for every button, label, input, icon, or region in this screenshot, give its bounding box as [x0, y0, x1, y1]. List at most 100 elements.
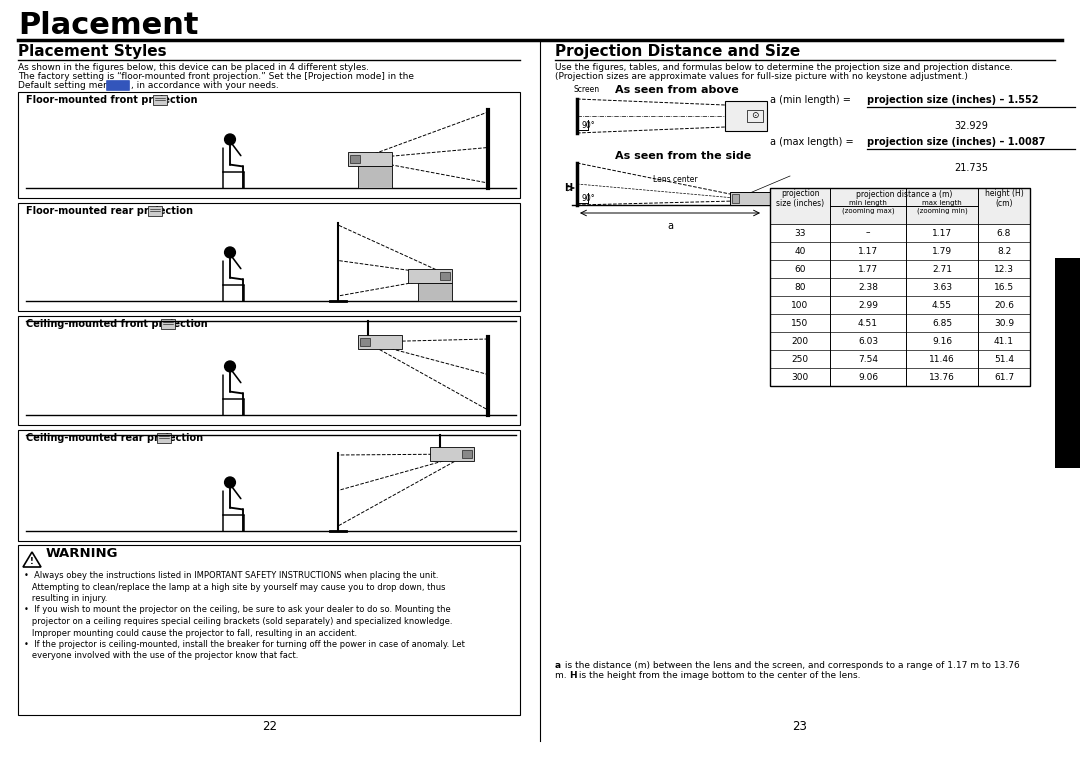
Text: •  Always obey the instructions listed in IMPORTANT SAFETY INSTRUCTIONS when pla: • Always obey the instructions listed in… [24, 571, 438, 580]
Text: 21.735: 21.735 [954, 163, 988, 173]
Text: Floor-mounted rear projection: Floor-mounted rear projection [26, 206, 193, 216]
Text: Default setting menu: Default setting menu [18, 81, 114, 90]
Text: Ceiling-mounted rear projection: Ceiling-mounted rear projection [26, 433, 203, 443]
Text: 1.79: 1.79 [932, 246, 953, 256]
Text: 41.1: 41.1 [994, 336, 1014, 346]
Bar [770, 242, 1030, 260]
Text: a: a [555, 661, 562, 670]
Bar [408, 269, 453, 283]
Text: 20.6: 20.6 [994, 301, 1014, 310]
Circle shape [225, 134, 235, 145]
Bar [770, 224, 1030, 242]
Text: 200: 200 [792, 336, 809, 346]
Text: 300: 300 [792, 372, 809, 382]
Text: 90°: 90° [581, 194, 595, 203]
Text: 3.63: 3.63 [932, 282, 953, 291]
Bar [770, 188, 1030, 386]
Text: projection size (inches) – 1.0087: projection size (inches) – 1.0087 [867, 137, 1045, 147]
Bar [725, 101, 767, 131]
Bar [747, 110, 762, 122]
Bar [770, 350, 1030, 368]
Text: 1.17: 1.17 [932, 228, 953, 237]
Text: H: H [564, 183, 572, 193]
Bar [770, 278, 1030, 296]
Text: 51.4: 51.4 [994, 355, 1014, 363]
Text: Attempting to clean/replace the lamp at a high site by yourself may cause you to: Attempting to clean/replace the lamp at … [24, 582, 446, 591]
Text: The factory setting is “floor-mounted front projection.” Set the [Projection mod: The factory setting is “floor-mounted fr… [18, 72, 414, 81]
Bar [770, 368, 1030, 386]
Text: 9.16: 9.16 [932, 336, 953, 346]
Circle shape [225, 247, 235, 258]
FancyBboxPatch shape [107, 81, 130, 91]
Bar [350, 155, 360, 163]
Text: 30.9: 30.9 [994, 318, 1014, 327]
Text: ⊙: ⊙ [752, 111, 759, 121]
Text: 1.77: 1.77 [858, 265, 878, 273]
Text: 100: 100 [792, 301, 809, 310]
Text: 23: 23 [793, 720, 808, 733]
Bar [18, 316, 519, 425]
Bar [18, 430, 519, 541]
Text: p.44: p.44 [109, 82, 127, 89]
Text: resulting in injury.: resulting in injury. [24, 594, 107, 603]
Text: 4.51: 4.51 [858, 318, 878, 327]
Text: 6.8: 6.8 [997, 228, 1011, 237]
Text: 60: 60 [794, 265, 806, 273]
Bar [730, 192, 770, 205]
Circle shape [225, 361, 235, 372]
Text: is the height from the image bottom to the center of the lens.: is the height from the image bottom to t… [576, 671, 861, 680]
Polygon shape [23, 552, 41, 567]
Text: 16.5: 16.5 [994, 282, 1014, 291]
Bar [148, 206, 162, 216]
Bar [430, 447, 474, 461]
Text: Ceiling-mounted front projection: Ceiling-mounted front projection [26, 319, 207, 329]
Text: max length
(zooming min): max length (zooming min) [917, 200, 968, 214]
Bar [770, 314, 1030, 332]
Bar [357, 166, 392, 188]
Text: is the distance (m) between the lens and the screen, and corresponds to a range : is the distance (m) between the lens and… [562, 661, 1020, 670]
Text: projection size (inches) – 1.552: projection size (inches) – 1.552 [867, 95, 1039, 105]
Bar [440, 272, 450, 280]
Text: 8.2: 8.2 [997, 246, 1011, 256]
Text: 11.46: 11.46 [929, 355, 955, 363]
Bar [360, 338, 370, 346]
Bar [161, 319, 175, 329]
Bar [18, 545, 519, 715]
Text: Preparations: Preparations [1063, 325, 1072, 401]
Bar [418, 283, 453, 301]
Text: As seen from above: As seen from above [615, 85, 739, 95]
Text: WARNING: WARNING [46, 547, 119, 560]
Text: everyone involved with the use of the projector know that fact.: everyone involved with the use of the pr… [24, 652, 298, 661]
Bar [1055, 258, 1080, 468]
Text: Placement: Placement [18, 11, 199, 40]
Text: •  If the projector is ceiling-mounted, install the breaker for turning off the : • If the projector is ceiling-mounted, i… [24, 640, 464, 649]
Text: H: H [569, 671, 577, 680]
Text: 2.71: 2.71 [932, 265, 951, 273]
Text: height (H)
(cm): height (H) (cm) [985, 189, 1024, 208]
Text: 33: 33 [794, 228, 806, 237]
Text: Improper mounting could cause the projector to fall, resulting in an accident.: Improper mounting could cause the projec… [24, 629, 357, 638]
Bar [152, 95, 166, 105]
Bar [357, 335, 402, 349]
Text: projection
size (inches): projection size (inches) [775, 189, 824, 208]
Bar [18, 203, 519, 311]
Bar [770, 188, 1030, 224]
Text: 6.85: 6.85 [932, 318, 953, 327]
Text: (Projection sizes are approximate values for full-size picture with no keystone : (Projection sizes are approximate values… [555, 72, 968, 81]
Text: Lens center: Lens center [653, 175, 698, 184]
Text: 90°: 90° [581, 121, 595, 130]
Text: 61.7: 61.7 [994, 372, 1014, 382]
Text: 250: 250 [792, 355, 809, 363]
Text: •  If you wish to mount the projector on the ceiling, be sure to ask your dealer: • If you wish to mount the projector on … [24, 606, 450, 614]
Bar [18, 92, 519, 198]
Text: 40: 40 [794, 246, 806, 256]
Text: projection distance a (m): projection distance a (m) [855, 190, 953, 199]
Text: Screen: Screen [573, 85, 600, 94]
Bar [770, 332, 1030, 350]
Text: 1.17: 1.17 [858, 246, 878, 256]
Text: Projection Distance and Size: Projection Distance and Size [555, 44, 800, 59]
Bar [462, 450, 472, 458]
Text: 80: 80 [794, 282, 806, 291]
Text: 13.76: 13.76 [929, 372, 955, 382]
Text: 150: 150 [792, 318, 809, 327]
